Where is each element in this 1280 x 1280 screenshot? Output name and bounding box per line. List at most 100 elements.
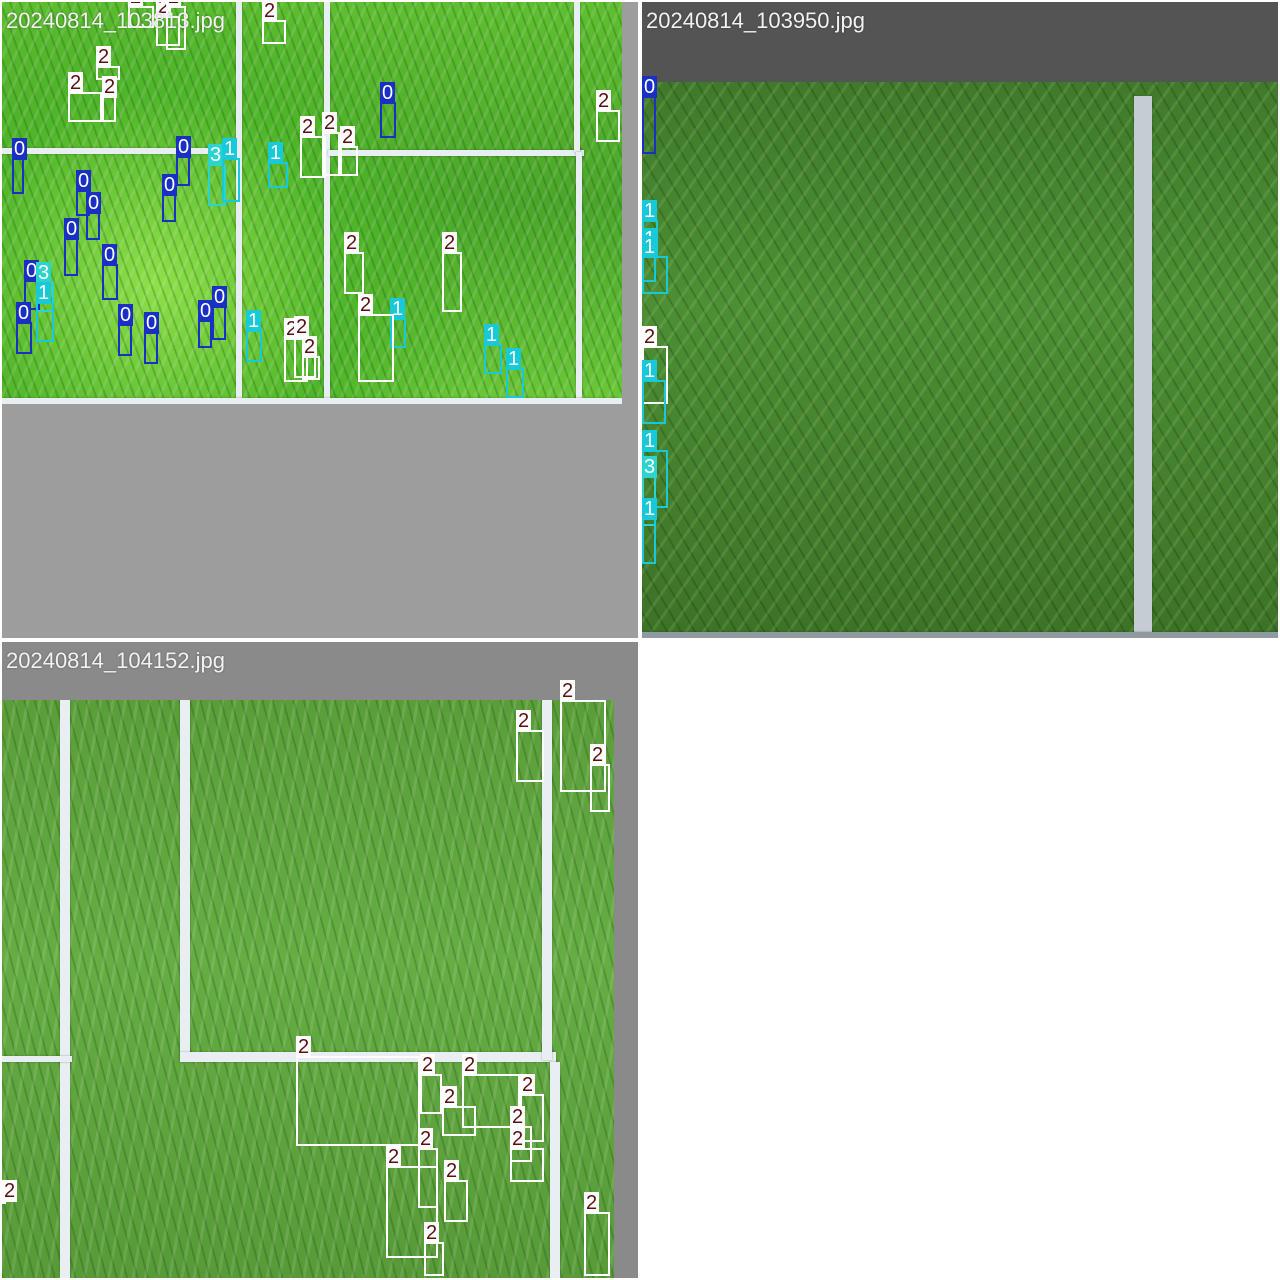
detection-label: 2 — [322, 112, 338, 134]
detection-label: 0 — [12, 138, 28, 160]
detection-box-class-2: 2 — [300, 116, 326, 178]
detection-box-class-2: 2 — [262, 2, 286, 44]
detection-box-class-2: 2 — [444, 1160, 468, 1222]
detection-label: 2 — [560, 680, 576, 702]
detection-label: 2 — [418, 1128, 434, 1150]
grass-photo-2 — [642, 82, 1278, 638]
detection-box-class-1: 1 — [506, 348, 524, 398]
detection-box-class-0: 0 — [380, 82, 396, 138]
detection-label: 2 — [510, 1128, 526, 1150]
detection-box-class-2: 2 — [128, 2, 154, 28]
detection-box-class-2: 2 — [340, 126, 358, 176]
detection-box-class-2: 2 — [510, 1128, 544, 1182]
detection-label: 0 — [64, 218, 80, 240]
detection-box-class-2: 2 — [584, 1192, 610, 1276]
detection-label: 1 — [642, 498, 658, 520]
tile-title-3: 20240814_104152.jpg — [6, 648, 226, 673]
detection-box-class-0: 0 — [198, 300, 214, 348]
detection-box-class-1: 1 — [642, 236, 668, 294]
detection-label: 2 — [262, 2, 278, 22]
detection-box-class-0: 0 — [12, 138, 28, 194]
detection-label: 2 — [386, 1146, 402, 1168]
detection-box-class-0: 0 — [144, 312, 160, 364]
detection-box-class-3: 3 — [208, 144, 226, 206]
detection-box-class-2: 2 — [442, 1086, 476, 1136]
detection-box-class-2: 2 — [322, 112, 340, 176]
tile-image-1: 20240814_103813.jpg 22222220200000311222… — [2, 2, 638, 638]
detection-label: 2 — [642, 326, 658, 348]
detection-box-class-2: 2 — [424, 1222, 444, 1276]
detection-box-class-0: 0 — [642, 76, 658, 154]
detection-label: 0 — [16, 302, 32, 324]
detection-box-class-1: 1 — [642, 360, 666, 424]
detection-label: 2 — [442, 232, 458, 254]
detection-label: 2 — [444, 1160, 460, 1182]
detection-label: 3 — [642, 456, 658, 478]
detection-label: 2 — [294, 316, 310, 338]
detection-box-class-2: 2 — [442, 232, 462, 312]
detection-label: 2 — [166, 2, 182, 8]
detection-label: 2 — [442, 1086, 458, 1108]
detection-box-class-0: 0 — [64, 218, 80, 276]
detection-label: 3 — [208, 144, 224, 166]
detection-box-class-2: 2 — [102, 76, 118, 122]
detection-label: 2 — [102, 76, 118, 98]
detection-label: 2 — [510, 1106, 526, 1128]
detection-box-class-1: 1 — [268, 142, 288, 188]
detection-box-class-2: 2 — [166, 2, 186, 50]
detection-box-class-2: 2 — [510, 1106, 532, 1162]
detection-label: 2 — [420, 1054, 436, 1076]
detection-box-class-2: 2 — [302, 336, 320, 380]
tile-title-2: 20240814_103950.jpg — [646, 8, 866, 33]
detection-box-class-1: 1 — [246, 310, 262, 362]
detection-label: 2 — [68, 72, 84, 94]
detection-box-class-1: 1 — [642, 498, 658, 564]
detection-label: 0 — [144, 312, 160, 334]
detection-label: 1 — [642, 360, 658, 382]
detection-box-class-2: 2 — [358, 294, 394, 382]
detection-label: 2 — [358, 294, 374, 316]
detection-box-class-0: 0 — [212, 286, 228, 340]
detection-label: 0 — [176, 136, 192, 158]
detection-label: 1 — [222, 138, 238, 160]
detection-label: 0 — [102, 244, 118, 266]
detection-box-class-2: 2 — [590, 744, 610, 812]
detection-label: 2 — [590, 744, 606, 766]
detection-label: 2 — [2, 1180, 18, 1202]
detection-label: 0 — [198, 300, 214, 322]
detection-box-class-1: 1 — [36, 282, 54, 342]
detection-label: 0 — [118, 304, 134, 326]
detection-box-class-2: 2 — [344, 232, 364, 294]
detection-label: 1 — [642, 200, 658, 222]
detection-label: 2 — [424, 1222, 440, 1244]
detection-label: 1 — [36, 282, 52, 304]
detection-label: 1 — [642, 430, 658, 452]
detection-label: 1 — [268, 142, 284, 164]
detection-label: 2 — [344, 232, 360, 254]
detection-box-class-0: 0 — [118, 304, 134, 356]
detection-label: 0 — [24, 260, 40, 282]
detection-label: 0 — [212, 286, 228, 308]
detection-box-class-0: 0 — [162, 174, 178, 222]
detection-box-class-2: 2 — [420, 1054, 442, 1114]
detection-label: 0 — [380, 82, 396, 104]
detection-label: 2 — [128, 2, 144, 8]
detection-label: 0 — [76, 170, 92, 192]
detection-label: 2 — [462, 1054, 478, 1076]
detection-label: 1 — [246, 310, 262, 332]
detection-box-class-1: 1 — [222, 138, 240, 202]
detection-box-class-2: 2 — [296, 1036, 420, 1146]
detection-label: 2 — [596, 90, 612, 112]
detection-box-class-2: 2 — [462, 1054, 520, 1128]
detection-label: 1 — [484, 324, 500, 346]
detection-label: 2 — [340, 126, 356, 148]
detection-label: 2 — [300, 116, 316, 138]
detection-box-class-0: 0 — [86, 192, 102, 240]
detection-box-class-2: 2 — [596, 90, 620, 142]
detection-label: 2 — [296, 1036, 312, 1058]
detection-label: 2 — [96, 46, 112, 68]
detection-label: 2 — [520, 1074, 536, 1096]
detection-box-class-2: 2 — [2, 1180, 18, 1204]
detection-label: 3 — [36, 262, 52, 284]
